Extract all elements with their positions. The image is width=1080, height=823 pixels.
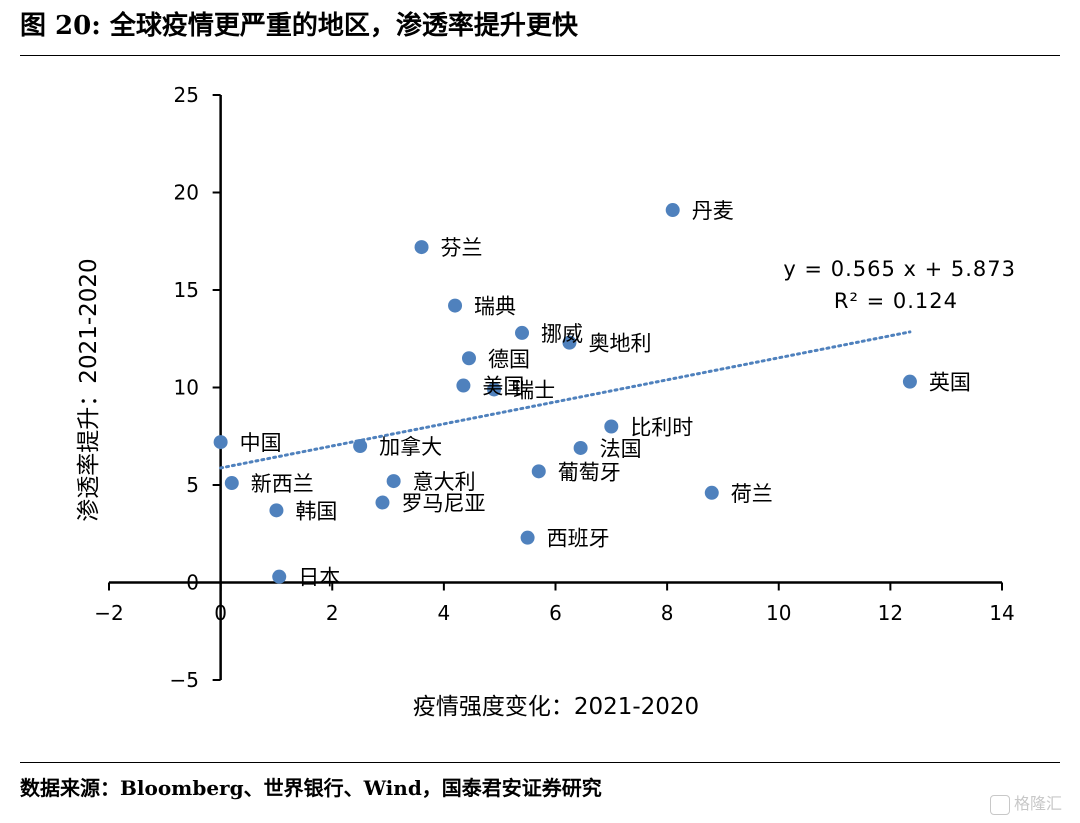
data-point-label: 新西兰 bbox=[251, 472, 314, 496]
data-point bbox=[515, 325, 530, 340]
data-point-label: 意大利 bbox=[413, 470, 476, 494]
data-point-label: 中国 bbox=[240, 431, 282, 455]
data-point-label: 罗马尼亚 bbox=[401, 492, 485, 516]
data-point bbox=[269, 503, 284, 518]
trendline-layer bbox=[219, 330, 912, 470]
y-tick-label: 25 bbox=[174, 83, 199, 107]
y-tick-label: −5 bbox=[170, 668, 199, 692]
data-point bbox=[213, 435, 228, 450]
x-axis-label: 疫情强度变化：2021-2020 bbox=[413, 694, 699, 720]
data-point bbox=[448, 298, 463, 313]
data-point-label: 奥地利 bbox=[588, 332, 651, 356]
data-point-label: 美国 bbox=[482, 375, 524, 399]
data-point bbox=[562, 335, 577, 350]
trendline bbox=[219, 330, 912, 470]
data-point bbox=[604, 419, 619, 434]
data-point-label: 葡萄牙 bbox=[558, 460, 621, 484]
data-point-label: 英国 bbox=[929, 371, 971, 395]
data-point-label: 比利时 bbox=[630, 416, 693, 440]
axes: −2 0 2 4 6 8 10 12 14 −5 0 5 10 15 20 25 bbox=[94, 83, 1014, 692]
data-point bbox=[456, 378, 471, 393]
data-point bbox=[461, 351, 476, 366]
x-tick-label: 2 bbox=[326, 601, 339, 625]
data-point-label: 荷兰 bbox=[731, 482, 773, 506]
data-point-label: 瑞典 bbox=[474, 295, 516, 319]
data-point bbox=[520, 530, 535, 545]
x-tick-label: 10 bbox=[766, 601, 791, 625]
data-point-label: 韩国 bbox=[295, 499, 337, 523]
watermark-text: 格隆汇 bbox=[1013, 794, 1062, 813]
figure-source: 数据来源：Bloomberg、世界银行、Wind，国泰君安证券研究 bbox=[20, 776, 602, 800]
x-tick-label: 12 bbox=[878, 601, 903, 625]
y-tick-label: 20 bbox=[174, 181, 199, 205]
figure-title: 图 20: 全球疫情更严重的地区，渗透率提升更快 bbox=[20, 11, 578, 41]
data-point bbox=[353, 439, 368, 453]
watermark-logo-icon bbox=[989, 794, 1010, 815]
x-tick-label: 0 bbox=[214, 601, 227, 625]
x-tick-label: 4 bbox=[438, 601, 451, 625]
data-point bbox=[487, 382, 502, 397]
x-tick-label: −2 bbox=[94, 601, 123, 625]
y-tick-label: 15 bbox=[174, 278, 199, 302]
data-point bbox=[224, 476, 239, 491]
trendline-r2: R² = 0.124 bbox=[834, 289, 958, 313]
data-point-label: 西班牙 bbox=[547, 527, 610, 551]
y-axis-label: 渗透率提升：2021-2020 bbox=[76, 258, 102, 521]
data-point-label: 日本 bbox=[298, 566, 340, 590]
data-point bbox=[386, 474, 401, 489]
y-tick-label: 10 bbox=[174, 376, 199, 400]
x-tick-label: 6 bbox=[549, 601, 562, 625]
data-point-label: 德国 bbox=[488, 347, 530, 371]
data-point-label: 挪威 bbox=[541, 322, 583, 346]
data-point-label: 加拿大 bbox=[379, 435, 442, 459]
trendline-equation: y = 0.565 x + 5.873 bbox=[783, 257, 1016, 281]
data-point bbox=[375, 495, 390, 510]
source-divider bbox=[20, 762, 1060, 763]
data-point bbox=[665, 203, 680, 218]
points-layer bbox=[213, 203, 917, 584]
y-tick-label: 5 bbox=[186, 473, 199, 497]
data-point bbox=[414, 240, 429, 255]
data-point-label: 瑞士 bbox=[513, 378, 555, 402]
title-divider bbox=[20, 55, 1060, 56]
x-tick-label: 8 bbox=[661, 601, 674, 625]
data-point bbox=[573, 440, 588, 455]
x-tick-label: 14 bbox=[989, 601, 1014, 625]
data-point bbox=[902, 374, 917, 389]
data-point bbox=[531, 464, 546, 479]
data-point-label: 丹麦 bbox=[692, 199, 734, 223]
data-point bbox=[704, 485, 719, 500]
data-point-label: 法国 bbox=[600, 437, 642, 461]
watermark: 格隆汇 bbox=[989, 790, 1062, 815]
data-point bbox=[272, 569, 287, 584]
y-tick-label: 0 bbox=[186, 571, 199, 595]
data-point-label: 芬兰 bbox=[441, 236, 483, 260]
